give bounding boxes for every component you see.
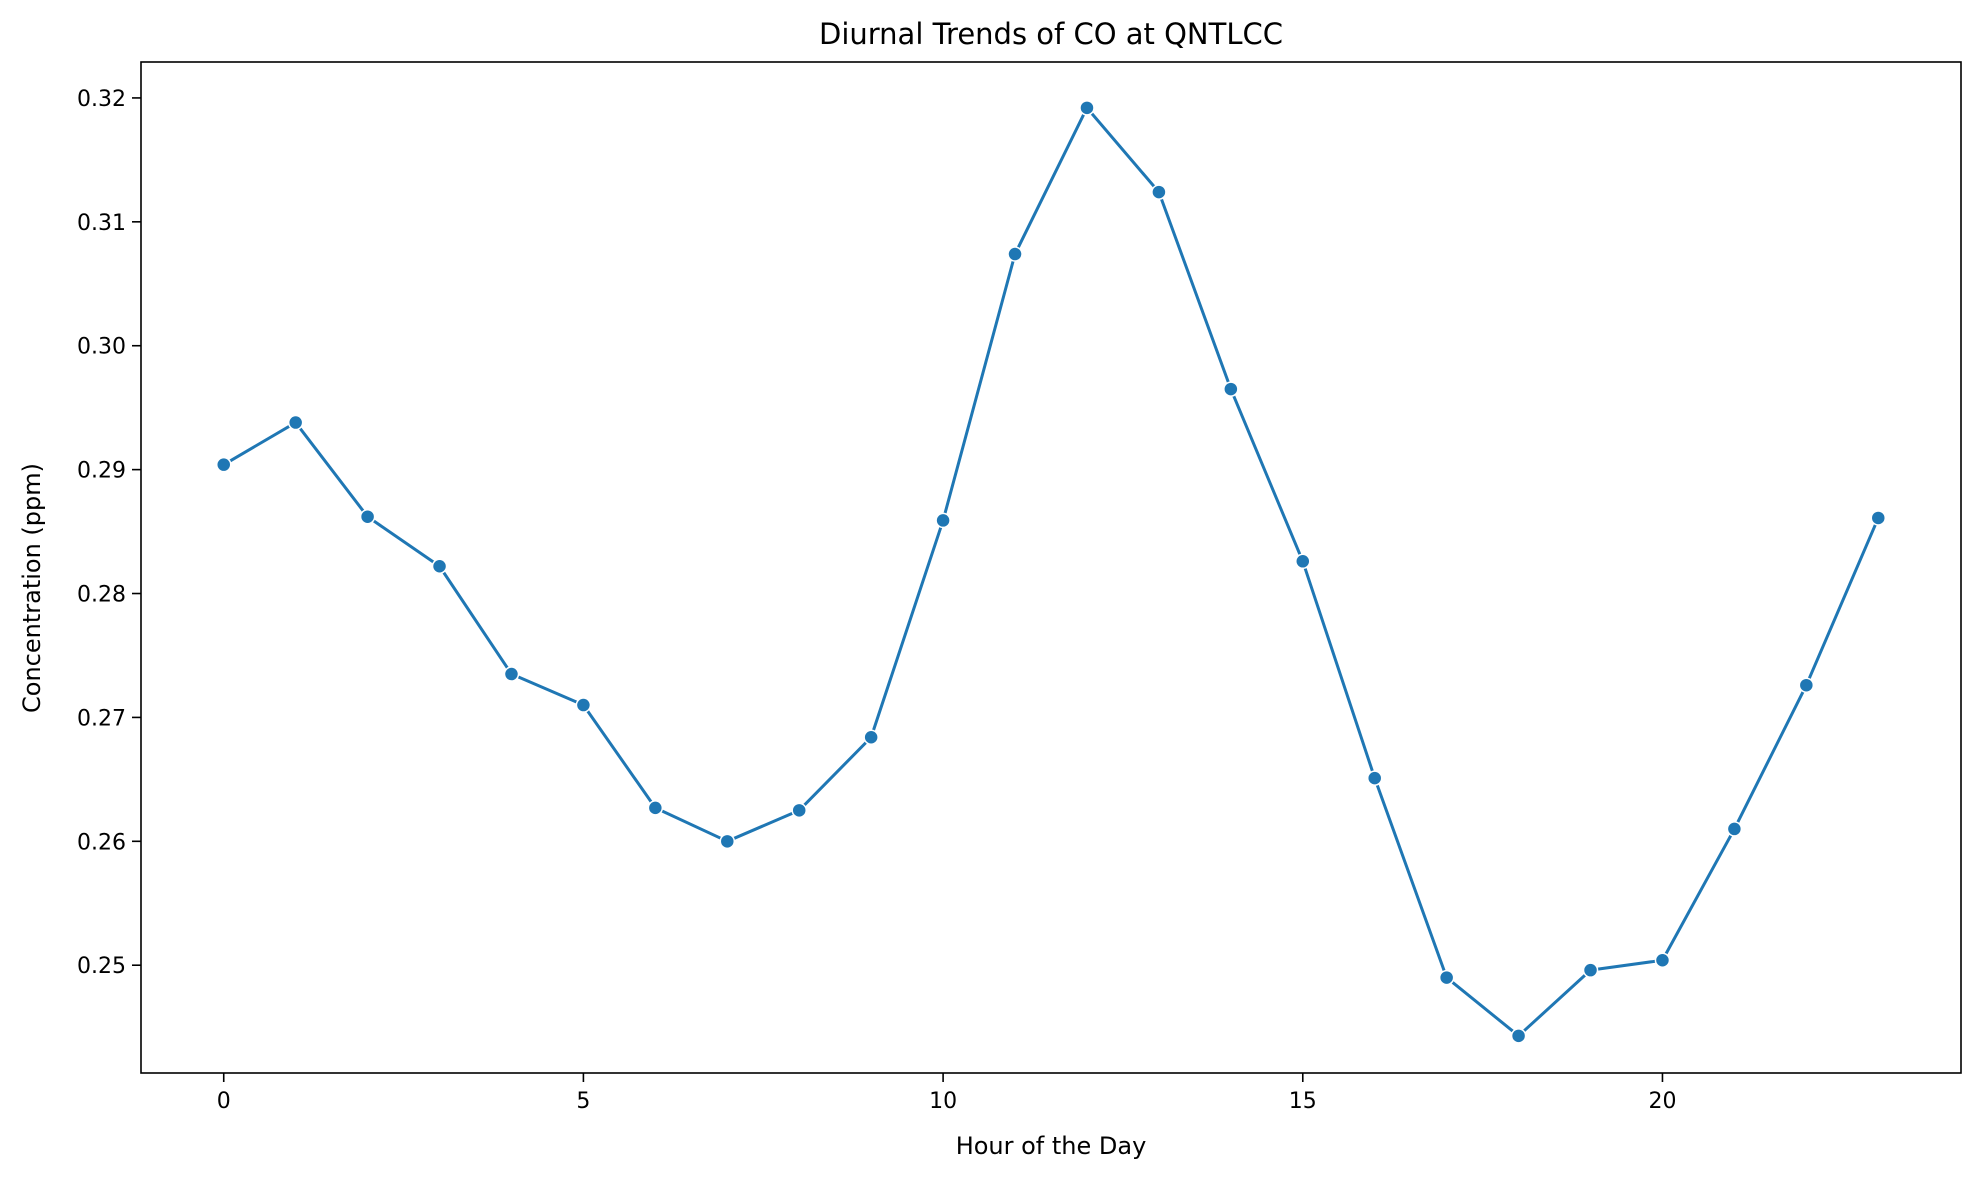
chart-title: Diurnal Trends of CO at QNTLCC (819, 17, 1283, 51)
data-point (863, 729, 879, 745)
plot-area (215, 100, 1887, 1044)
data-point (1366, 770, 1383, 786)
y-tick-label: 0.31 (77, 211, 126, 236)
series-line (222, 106, 1880, 1038)
data-point (935, 512, 951, 529)
data-point (215, 456, 232, 473)
x-tick-label: 15 (1289, 1089, 1317, 1114)
y-tick-label: 0.26 (77, 830, 126, 855)
data-point (1295, 553, 1311, 570)
y-axis: 0.25 0.26 0.27 0.28 0.29 0.30 0.31 0.32 (77, 87, 141, 979)
data-point (1079, 100, 1095, 116)
x-axis-label: Hour of the Day (956, 1132, 1147, 1160)
y-tick-label: 0.25 (77, 954, 126, 979)
y-tick-label: 0.27 (77, 706, 126, 731)
data-point (1798, 677, 1815, 693)
data-point (1007, 246, 1023, 262)
x-tick-label: 0 (217, 1089, 231, 1114)
data-point (1870, 510, 1887, 526)
data-point (359, 508, 376, 525)
x-tick-label: 5 (576, 1089, 590, 1114)
data-point (1726, 821, 1743, 837)
data-point (719, 833, 736, 850)
y-tick-label: 0.32 (77, 87, 126, 112)
x-axis: 0 5 10 15 20 (217, 1073, 1676, 1114)
x-tick-label: 10 (929, 1089, 957, 1114)
y-axis-label: Concentration (ppm) (18, 463, 46, 713)
data-point (503, 666, 520, 682)
y-tick-label: 0.28 (77, 583, 126, 608)
data-point (1510, 1028, 1527, 1044)
data-point (647, 800, 664, 816)
y-tick-label: 0.29 (77, 459, 126, 484)
data-point (1223, 381, 1239, 397)
data-point (431, 558, 448, 575)
y-tick-label: 0.30 (77, 335, 126, 360)
data-point (791, 802, 807, 819)
plot-frame (140, 61, 1962, 1074)
data-point (1582, 962, 1599, 978)
data-point (1654, 952, 1671, 969)
data-point (575, 697, 592, 713)
data-point (287, 414, 304, 431)
x-tick-label: 20 (1648, 1089, 1676, 1114)
data-point (1151, 184, 1167, 200)
data-point (1438, 969, 1455, 986)
